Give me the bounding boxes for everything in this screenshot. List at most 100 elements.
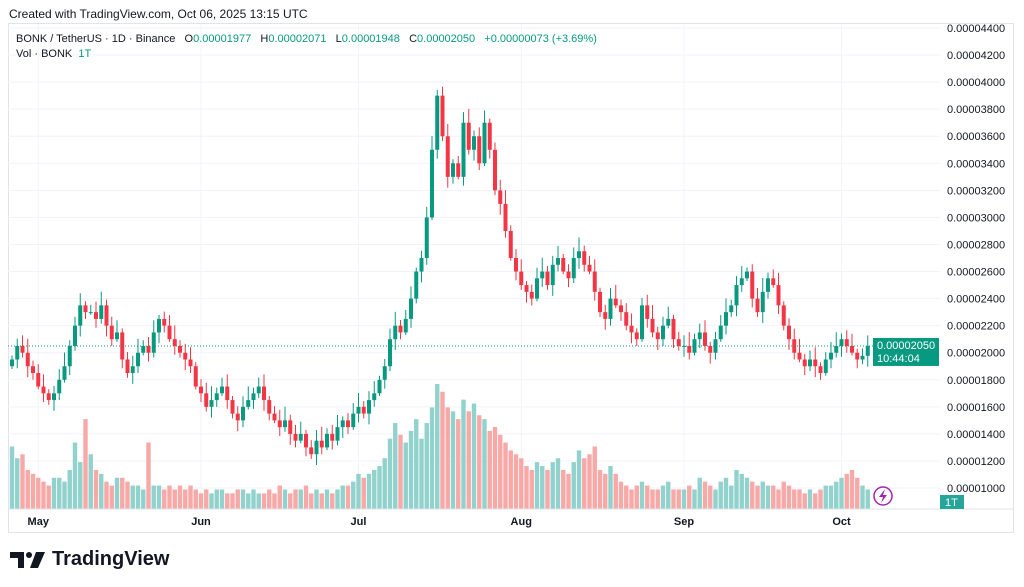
candle-body: [724, 312, 728, 326]
high-value: 0.00002071: [268, 33, 327, 45]
candle-body: [94, 312, 98, 319]
candle-body: [73, 325, 77, 346]
volume-bar: [823, 485, 828, 509]
tradingview-logo[interactable]: TradingView: [10, 548, 169, 571]
volume-bar: [356, 473, 361, 509]
symbol-label[interactable]: BONK / TetherUS · 1D · Binance: [16, 33, 176, 45]
volume-bar: [734, 469, 739, 509]
candle-body: [41, 386, 46, 394]
volume-bar: [513, 454, 519, 509]
volume-bar: [529, 469, 534, 509]
volume-bar: [183, 489, 188, 509]
candle-body: [734, 285, 739, 306]
candle-body: [655, 332, 660, 340]
time-axis[interactable]: May Jun Jul Aug Sep Oct: [8, 508, 1014, 528]
volume-bar: [114, 477, 120, 509]
volume-bar: [650, 489, 655, 509]
volume-bar: [414, 419, 419, 509]
volume-bar: [555, 458, 561, 509]
volume-bar: [582, 458, 587, 509]
volume-bar: [461, 399, 466, 509]
candle-body: [351, 413, 356, 428]
price-tick-label: 0.00004200: [947, 50, 1005, 62]
volume-bar: [88, 454, 93, 509]
candle-body: [477, 136, 482, 164]
candle-body: [424, 217, 429, 259]
volume-bar: [708, 485, 713, 509]
candle-body: [808, 359, 812, 367]
candle-body: [78, 305, 83, 326]
time-tick-label: Jul: [351, 516, 367, 528]
candle-body: [755, 298, 760, 313]
volume-bar: [807, 489, 813, 509]
volume-bar: [639, 481, 645, 509]
volume-bar: [298, 489, 303, 509]
volume-bar: [408, 430, 414, 509]
candle-body: [514, 258, 518, 272]
candle-body: [241, 406, 245, 421]
candle-body: [235, 413, 240, 421]
volume-bar: [855, 477, 860, 509]
candle-body: [671, 318, 676, 340]
volume-bar: [372, 469, 377, 509]
volume-bar: [83, 419, 88, 509]
volume-bar: [188, 485, 193, 509]
candle-body: [293, 433, 298, 441]
volume-bar: [30, 473, 36, 509]
candle-body: [104, 305, 109, 326]
volume-bar: [219, 489, 225, 509]
volume-bar: [587, 454, 592, 509]
candle-body: [650, 318, 655, 333]
volume-bar: [660, 485, 666, 509]
candle-body: [46, 393, 51, 401]
candle-body: [703, 332, 707, 346]
candle-body: [346, 420, 350, 428]
volume-bar: [246, 493, 251, 509]
candle-body: [692, 339, 697, 353]
volume-bar: [20, 454, 25, 509]
price-tick-label: 0.00003200: [947, 185, 1005, 197]
volume-bar: [366, 473, 372, 509]
volume-bar: [634, 485, 639, 509]
candle-body: [519, 271, 524, 286]
candle-body: [661, 325, 665, 340]
volume-bar: [797, 489, 802, 509]
time-tick-label: Jun: [191, 516, 211, 528]
volume-bar: [135, 485, 141, 509]
open-label: O: [184, 33, 194, 45]
lightning-icon[interactable]: [873, 486, 893, 506]
candle-body: [865, 345, 870, 356]
volume-bar: [597, 469, 603, 509]
last-price-badge: 0.00002050 10:44:04: [873, 337, 939, 366]
price-tick-label: 0.00001400: [947, 429, 1005, 441]
volume-label[interactable]: Vol · BONK: [16, 48, 73, 60]
volume-bar: [120, 477, 125, 509]
volume-bar: [776, 489, 781, 509]
candle-body: [309, 447, 314, 455]
candle-body: [613, 298, 618, 306]
volume-bar: [723, 477, 729, 509]
candle-body: [440, 95, 445, 137]
candle-body: [214, 393, 219, 401]
candle-body: [277, 420, 282, 428]
volume-bar: [340, 485, 345, 509]
price-axis[interactable]: 0.00001000 0.00001200 0.00001400 0.00001600…: [947, 23, 1005, 495]
candle-body: [797, 352, 802, 360]
candle-body: [367, 400, 371, 414]
volume-bar: [655, 489, 660, 509]
candle-body: [776, 285, 781, 306]
candle-body: [319, 440, 324, 448]
candle-body: [634, 332, 639, 340]
volume-bar: [645, 485, 650, 509]
volume-bar: [25, 469, 30, 509]
volume-bar: [78, 462, 83, 509]
candle-body: [482, 122, 487, 164]
volume-bar: [613, 473, 618, 509]
volume-bar: [15, 458, 20, 509]
candle-body: [577, 251, 581, 259]
candle-body: [272, 413, 277, 421]
volume-bar: [67, 469, 72, 509]
volume-bar: [314, 489, 319, 509]
volume-bar: [146, 442, 151, 509]
